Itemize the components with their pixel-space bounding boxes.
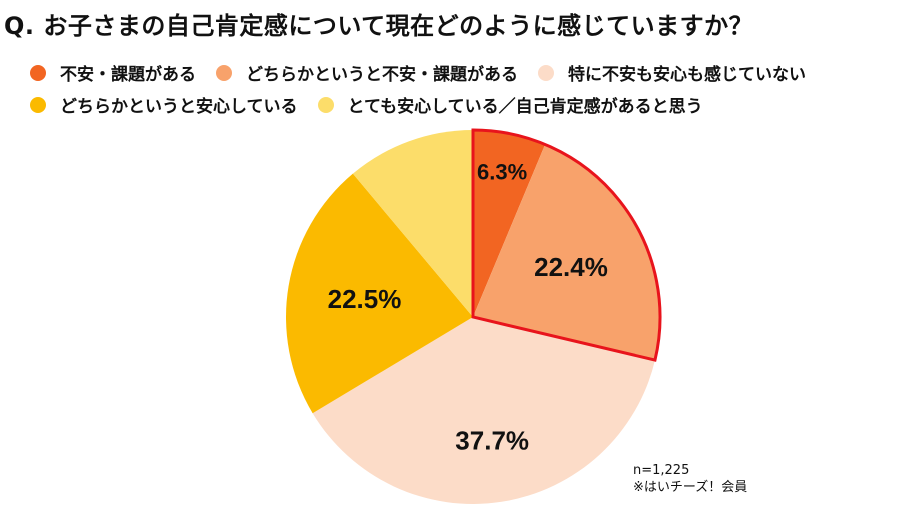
legend-label: 特に不安も安心も感じていない	[568, 65, 806, 85]
source-note: ※はいチーズ！会員	[633, 480, 748, 495]
chart-notes: n=1,225 ※はいチーズ！会員	[633, 462, 747, 496]
pie-slice	[352, 130, 473, 317]
sample-size: n=1,225	[633, 463, 690, 478]
legend-label: とても安心している／自己肯定感があると思う	[347, 97, 703, 117]
legend-label: 不安・課題がある	[60, 65, 196, 85]
legend-row-2: どちらかというと安心している とても安心している／自己肯定感があると思う	[30, 92, 723, 117]
legend-item: 特に不安も安心も感じていない	[538, 60, 806, 85]
legend-swatch	[216, 64, 232, 81]
data-label: 22.4%	[534, 252, 608, 282]
pie-slice	[312, 317, 655, 504]
legend-swatch	[538, 64, 554, 81]
pie-slice	[473, 130, 546, 317]
data-label: 6.3%	[477, 159, 527, 184]
legend-item: 不安・課題がある	[30, 60, 196, 85]
legend-label: どちらかというと不安・課題がある	[246, 65, 518, 85]
legend-swatch	[30, 64, 46, 81]
chart-title: Q. お子さまの自己肯定感について現在どのように感じていますか？	[4, 12, 754, 40]
legend-item: とても安心している／自己肯定感があると思う	[317, 92, 703, 117]
legend-label: どちらかというと安心している	[60, 97, 298, 117]
legend-row-1: 不安・課題がある どちらかというと不安・課題がある 特に不安も安心も感じていない	[30, 60, 826, 85]
data-label: 37.7%	[455, 426, 529, 456]
data-label: 22.5%	[328, 284, 402, 314]
legend-swatch	[30, 96, 46, 113]
legend-item: どちらかというと安心している	[30, 92, 298, 117]
legend-swatch	[317, 96, 334, 113]
legend-item: どちらかというと不安・課題がある	[216, 60, 518, 85]
pie-slice	[473, 144, 660, 361]
pie-slice	[285, 173, 473, 414]
highlight-outline	[471, 128, 662, 362]
